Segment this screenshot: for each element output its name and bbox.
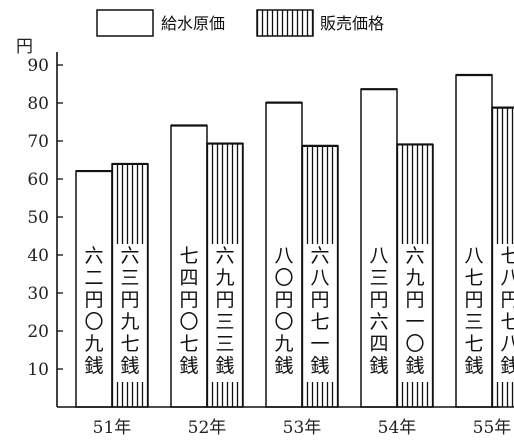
y-tick-label: 60 [27,170,49,190]
data-label-vertical: 八三円六四銭 [369,245,388,377]
y-tick-label: 20 [27,322,49,342]
data-label-vertical: 六二円〇九銭 [84,245,103,377]
data-label-vertical: 八七円三七銭 [464,245,483,377]
label-backdrop [306,244,334,382]
x-tick-label: 51年 [93,418,132,438]
data-label-vertical: 七八円七八銭 [500,245,514,377]
x-tick-label: 54年 [378,418,417,438]
legend-swatch-blank [96,9,154,37]
legend: 給水原価 販売価格 [96,9,384,37]
y-axis: 10 20 30 40 50 60 70 80 90 [27,52,63,407]
label-backdrop [211,244,239,382]
data-label-vertical: 六九円一〇銭 [405,245,424,377]
label-backdrop [401,244,429,382]
y-tick-label: 70 [27,132,49,152]
x-axis: 51年 52年 53年 54年 55年 [57,406,512,438]
x-tick-label: 55年 [473,418,512,438]
x-tick-label: 53年 [283,418,322,438]
bar-cost-1 [170,124,208,408]
y-tick-label: 40 [27,246,49,266]
data-label-vertical: 八〇円〇九銭 [274,245,293,377]
bar-cost-3 [360,88,398,408]
legend-label-cost: 給水原価 [161,14,225,33]
y-unit-label: 円 [16,37,33,57]
legend-swatch-striped [256,9,314,37]
y-tick-label: 90 [27,56,49,76]
y-tick-label: 50 [27,208,49,228]
x-tick-label: 52年 [188,418,227,438]
y-tick-label: 10 [27,360,49,380]
data-label-vertical: 六八円七一銭 [310,245,329,377]
data-label-vertical: 七四円〇七銭 [179,245,198,377]
label-backdrop [116,244,144,382]
legend-label-price: 販売価格 [320,14,384,33]
y-tick-label: 80 [27,94,49,114]
data-label-vertical: 六九円三三銭 [215,245,234,377]
data-label-vertical: 六三円九七銭 [120,245,139,377]
label-backdrop [496,244,514,382]
y-tick-label: 30 [27,284,49,304]
